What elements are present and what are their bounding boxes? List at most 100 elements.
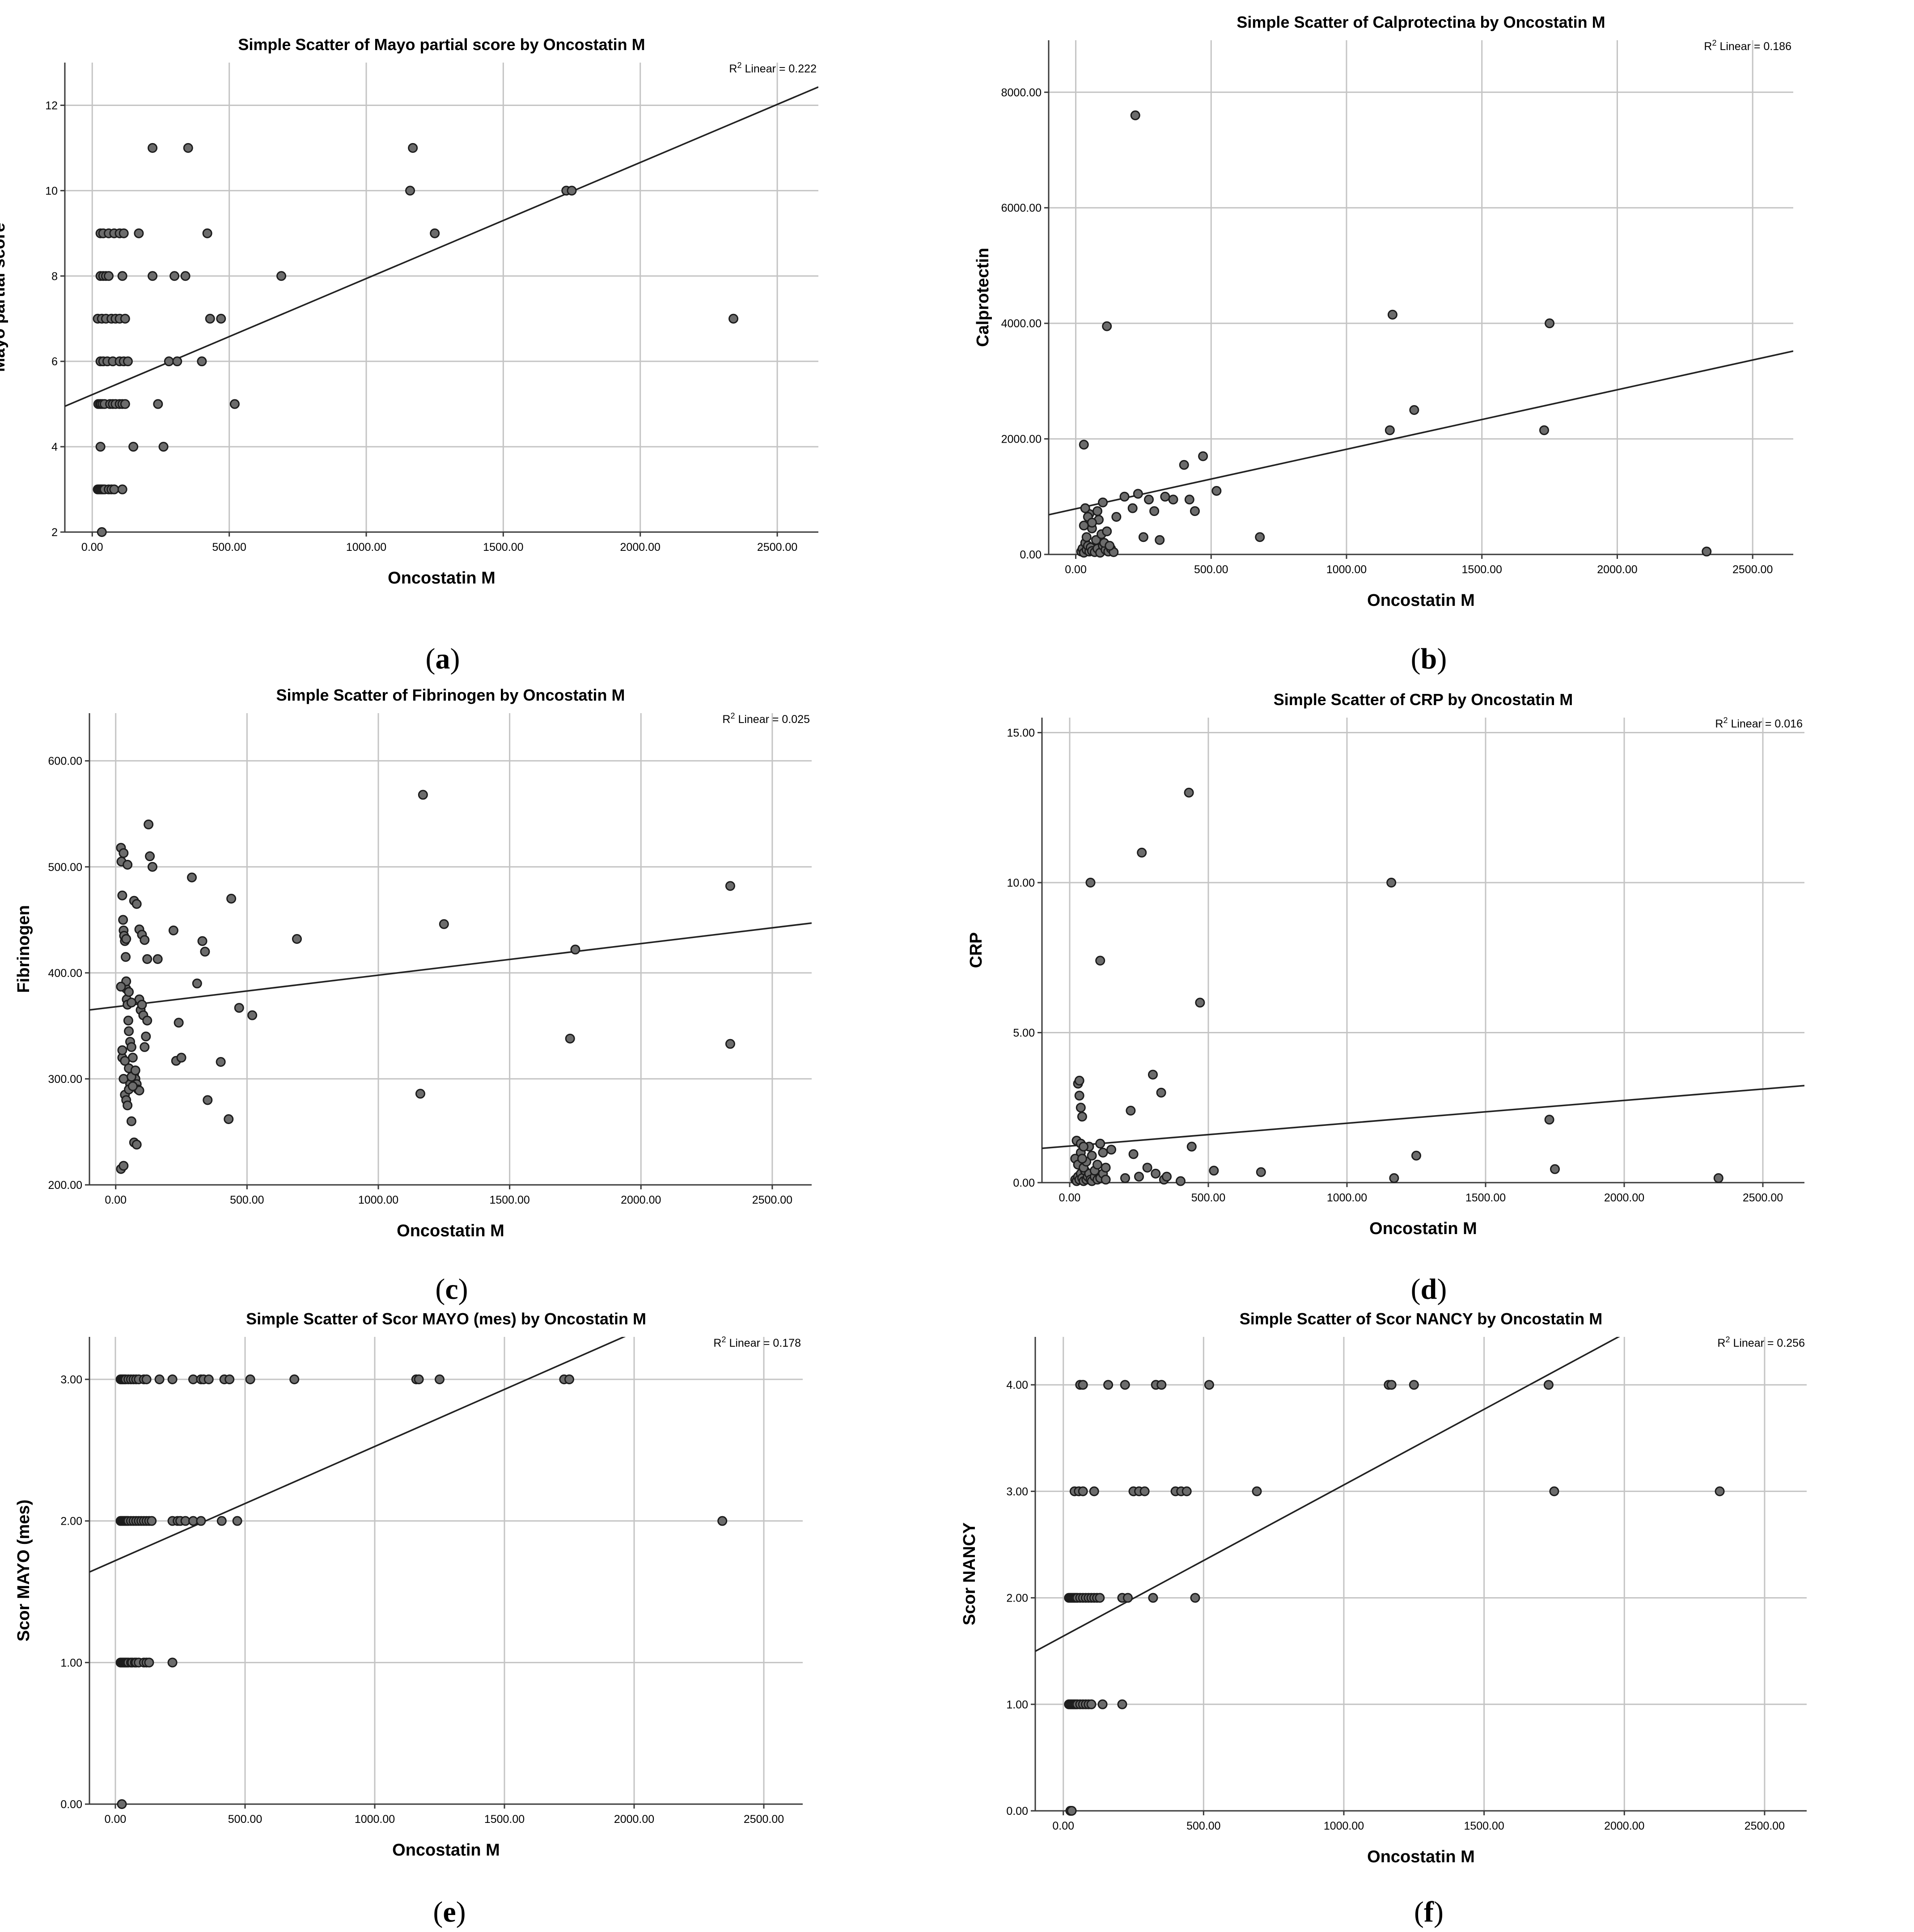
chart-title: Simple Scatter of Calprotectina by Oncos… <box>1236 13 1605 31</box>
x-tick-label: 1500.00 <box>1465 1192 1506 1204</box>
data-point <box>1179 460 1189 470</box>
x-tick-label: 0.00 <box>1059 1192 1081 1204</box>
data-point <box>140 1042 150 1052</box>
data-point <box>1386 878 1397 888</box>
data-point <box>147 862 157 872</box>
data-point <box>216 1516 227 1526</box>
x-tick-label: 1500.00 <box>484 1813 525 1826</box>
data-point <box>121 952 131 962</box>
data-point <box>131 1139 142 1150</box>
data-point <box>1715 1486 1725 1497</box>
x-tick-label: 2500.00 <box>752 1194 792 1206</box>
data-point <box>1190 506 1200 516</box>
data-point <box>1387 309 1397 320</box>
y-tick-label: 2000.00 <box>1001 433 1042 446</box>
panel-caption: (e) <box>433 1896 466 1928</box>
data-point <box>140 935 150 945</box>
x-tick-label: 1000.00 <box>1326 563 1367 576</box>
data-point <box>414 1374 424 1384</box>
x-tick-label: 2000.00 <box>1604 1192 1644 1204</box>
panel-caption: (b) <box>1411 643 1447 675</box>
data-point <box>565 1033 575 1044</box>
data-point <box>1095 955 1105 966</box>
x-tick-label: 500.00 <box>230 1194 264 1206</box>
data-point <box>1184 495 1194 505</box>
x-tick-label: 500.00 <box>1186 1820 1220 1832</box>
y-tick-label: 10.00 <box>1007 877 1035 889</box>
data-point <box>141 1032 151 1042</box>
data-point <box>1389 1173 1399 1183</box>
data-point <box>1087 517 1097 528</box>
data-point <box>245 1374 255 1384</box>
data-point <box>1148 1070 1158 1080</box>
data-point <box>1074 1075 1084 1086</box>
data-point <box>1539 425 1549 435</box>
y-tick-label: 5.00 <box>1013 1027 1035 1040</box>
data-point <box>144 1657 154 1668</box>
data-point <box>123 1100 133 1111</box>
x-tick-label: 500.00 <box>228 1813 262 1826</box>
data-point <box>1101 1163 1111 1173</box>
data-point <box>1111 512 1122 522</box>
data-point <box>137 999 147 1010</box>
fit-line <box>89 922 812 1011</box>
data-point <box>153 399 163 409</box>
data-point <box>1120 1380 1130 1390</box>
data-point <box>1702 546 1712 557</box>
data-point <box>1209 1166 1219 1176</box>
x-tick-label: 1000.00 <box>358 1194 398 1206</box>
x-axis-label: Oncostatin M <box>392 1841 500 1860</box>
data-point <box>167 1374 178 1384</box>
data-point <box>124 987 134 997</box>
data-point <box>197 936 207 946</box>
data-point <box>1156 1087 1166 1098</box>
r2-label: R2 Linear = 0.016 <box>1715 716 1803 730</box>
data-point <box>1089 1486 1099 1497</box>
x-tick-label: 0.00 <box>1065 563 1087 576</box>
y-tick-label: 8 <box>51 270 58 283</box>
data-point <box>1079 520 1089 531</box>
data-point <box>117 484 127 495</box>
data-point <box>174 1018 184 1028</box>
x-tick-label: 2500.00 <box>1743 1192 1783 1204</box>
data-point <box>408 143 418 153</box>
data-point <box>127 1081 138 1091</box>
data-point <box>1067 1806 1077 1816</box>
y-tick-label: 1.00 <box>60 1657 82 1669</box>
data-point <box>172 356 182 367</box>
data-point <box>192 978 202 989</box>
data-point <box>1087 1150 1097 1161</box>
y-tick-label: 200.00 <box>48 1179 82 1192</box>
data-point <box>224 1374 235 1384</box>
data-point <box>430 228 440 238</box>
data-point <box>1155 535 1165 545</box>
x-tick-label: 500.00 <box>1191 1192 1225 1204</box>
data-point <box>1079 1141 1088 1152</box>
y-axis-label: CRP <box>967 932 986 968</box>
chart-title: Simple Scatter of Fibrinogen by Oncostat… <box>276 686 625 704</box>
chart-panel-f: 0.00 500.00 1000.00 1500.00 2000.00 2500.00 0.… <box>960 1310 1807 1928</box>
data-point <box>1102 526 1112 537</box>
chart-title: Simple Scatter of Scor NANCY by Oncostat… <box>1240 1310 1603 1328</box>
data-point <box>1119 491 1130 502</box>
data-point <box>119 848 129 858</box>
data-point <box>145 851 155 862</box>
data-point <box>1103 1380 1114 1390</box>
chart-title: Simple Scatter of CRP by Oncostatin M <box>1274 690 1573 709</box>
data-point <box>123 1015 133 1026</box>
data-point <box>1105 541 1115 551</box>
data-point <box>1123 1593 1133 1603</box>
data-point <box>1255 532 1265 542</box>
y-tick-label: 3.00 <box>60 1374 82 1386</box>
data-point <box>1074 1091 1084 1101</box>
data-point <box>1098 497 1108 507</box>
data-point <box>95 442 106 452</box>
data-point <box>1544 1115 1554 1125</box>
data-point <box>1186 1141 1197 1152</box>
data-point <box>224 1114 234 1125</box>
x-tick-label: 2000.00 <box>1597 563 1637 576</box>
x-tick-label: 0.00 <box>105 1194 127 1206</box>
data-point <box>130 1065 140 1075</box>
data-point <box>1144 495 1154 505</box>
